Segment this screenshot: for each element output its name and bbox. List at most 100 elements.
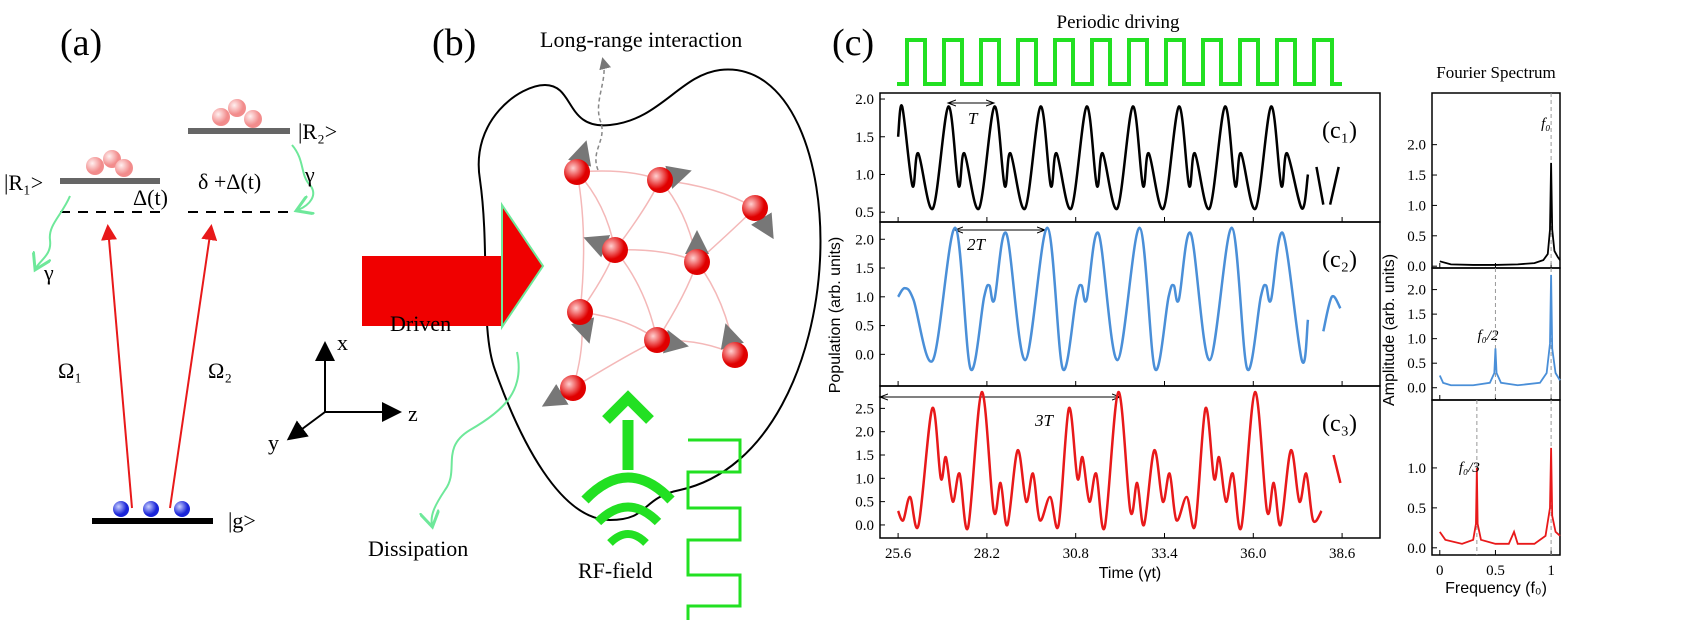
axis-label: x [337, 330, 348, 355]
x-tick-label: 30.8 [1063, 546, 1089, 562]
panel-annotation: (c₂) [1322, 247, 1357, 273]
data-line [896, 104, 1340, 210]
interaction-line [576, 171, 585, 313]
panel-a: (a) |R₁> |R₂> Δ(t) δ +Δ(t) γ γ Ω₁ Ω₂ |g>… [4, 22, 418, 533]
y-tick-label: 1.5 [855, 130, 874, 146]
chart-title: Fourier Spectrum [1436, 63, 1555, 82]
interaction-line [656, 261, 698, 341]
region [477, 68, 822, 522]
rf-pulse [686, 438, 742, 620]
detuning: Δ(t) [133, 185, 168, 210]
x-tick-label: 36.0 [1240, 546, 1266, 562]
y-tick-label: 1.5 [855, 448, 874, 464]
y-tick-label: 2.0 [1407, 283, 1426, 299]
y-tick-label: 1.0 [1407, 332, 1426, 348]
y-tick-label: 1.5 [1407, 168, 1426, 184]
period-label: 3T [1034, 411, 1055, 430]
y-tick-label: 0.0 [855, 518, 874, 534]
rabi-label: Ω₂ [208, 358, 232, 383]
data-line [897, 226, 1342, 372]
drive-arrow [501, 201, 545, 331]
rf-wave [607, 530, 649, 546]
y-tick-label: 0.0 [1407, 541, 1426, 557]
atom [742, 195, 768, 221]
annotation: Periodic driving [1057, 12, 1180, 33]
atom [722, 342, 748, 368]
plot-frame [879, 385, 1381, 539]
annotation: Dissipation [368, 536, 468, 561]
detuning: δ +Δ(t) [198, 169, 261, 194]
axis-label: z [408, 401, 418, 426]
atom [567, 299, 593, 325]
y-tick-label: 0.5 [1407, 356, 1426, 372]
decay-label: γ [43, 260, 54, 285]
rf-wave [581, 472, 675, 504]
y-tick-label: 1.5 [855, 261, 874, 277]
decay-label: γ [304, 162, 315, 187]
interaction-line [659, 179, 698, 263]
dissipation-arrow [432, 351, 520, 525]
state-label: |R₂> [298, 119, 337, 144]
y-tick-label: 1.0 [1407, 198, 1426, 214]
drive-arrow [362, 256, 502, 326]
y-tick-label: 0.5 [1407, 501, 1426, 517]
period-label: 2T [967, 235, 987, 254]
atom-network [541, 140, 774, 407]
y-tick-label: 1.0 [1407, 461, 1426, 477]
y-tick-label: 0.0 [1407, 381, 1426, 397]
y-tick-label: 0.0 [1407, 259, 1426, 275]
atom [564, 159, 590, 185]
y-tick-label: 2.0 [855, 425, 874, 441]
plot-frame [1431, 399, 1561, 556]
panel-c: (c) Periodic driving T 2T 3T [832, 12, 1342, 430]
y-tick-label: 1.0 [855, 290, 874, 306]
panel-label: (a) [60, 22, 102, 64]
axis-label: y [268, 430, 279, 455]
panel-b: (b) Long-range interaction Driven Dissip… [362, 22, 822, 620]
y-tick-label: 2.0 [855, 232, 874, 248]
laser [101, 224, 133, 509]
x-axis-label: Frequency (f₀) [1445, 580, 1547, 597]
y-axis-label: Amplitude (arb. units) [1381, 254, 1398, 406]
x-tick-label: 33.4 [1151, 546, 1178, 562]
x-tick-label: 0.5 [1486, 563, 1505, 579]
x-tick-label: 25.6 [885, 546, 912, 562]
atom [647, 167, 673, 193]
peak-annotation: f₀ [1541, 116, 1550, 132]
y-tick-label: 2.0 [855, 92, 874, 108]
annotation: Driven [390, 311, 451, 336]
laser [169, 224, 218, 509]
interaction-arrow [595, 57, 611, 171]
interaction-line [659, 179, 756, 209]
decay [291, 144, 313, 210]
period-label: T [968, 109, 979, 128]
axis [286, 411, 326, 441]
y-tick-label: 0.5 [855, 319, 874, 335]
x-tick-label: 0 [1436, 563, 1444, 579]
y-tick-label: 0.0 [855, 347, 874, 363]
atom [644, 327, 670, 353]
panel-annotation: (c₁) [1322, 118, 1357, 144]
rf-wave [594, 502, 662, 526]
x-tick-label: 28.2 [974, 546, 1000, 562]
y-tick-label: 2.0 [1407, 138, 1426, 154]
atom [560, 375, 586, 401]
annotation: RF-field [578, 558, 653, 583]
y-axis-label: Population (arb. units) [827, 237, 844, 394]
y-tick-label: 0.5 [1407, 229, 1426, 245]
spectrum-line [1438, 274, 1561, 387]
atoms [86, 99, 262, 517]
interaction-line [572, 339, 658, 389]
x-tick-label: 38.6 [1329, 546, 1356, 562]
y-tick-label: 2.5 [855, 401, 874, 417]
y-tick-label: 1.0 [855, 167, 874, 183]
annotation: Long-range interaction [540, 27, 742, 52]
decay [36, 195, 71, 268]
peak-annotation: f₀/2 [1477, 328, 1499, 344]
panel-annotation: (c₃) [1322, 411, 1357, 437]
y-tick-label: 0.5 [855, 495, 874, 511]
spectrum-line [1439, 162, 1561, 266]
rf-arrow [602, 390, 654, 424]
panel-label: (b) [432, 22, 476, 64]
